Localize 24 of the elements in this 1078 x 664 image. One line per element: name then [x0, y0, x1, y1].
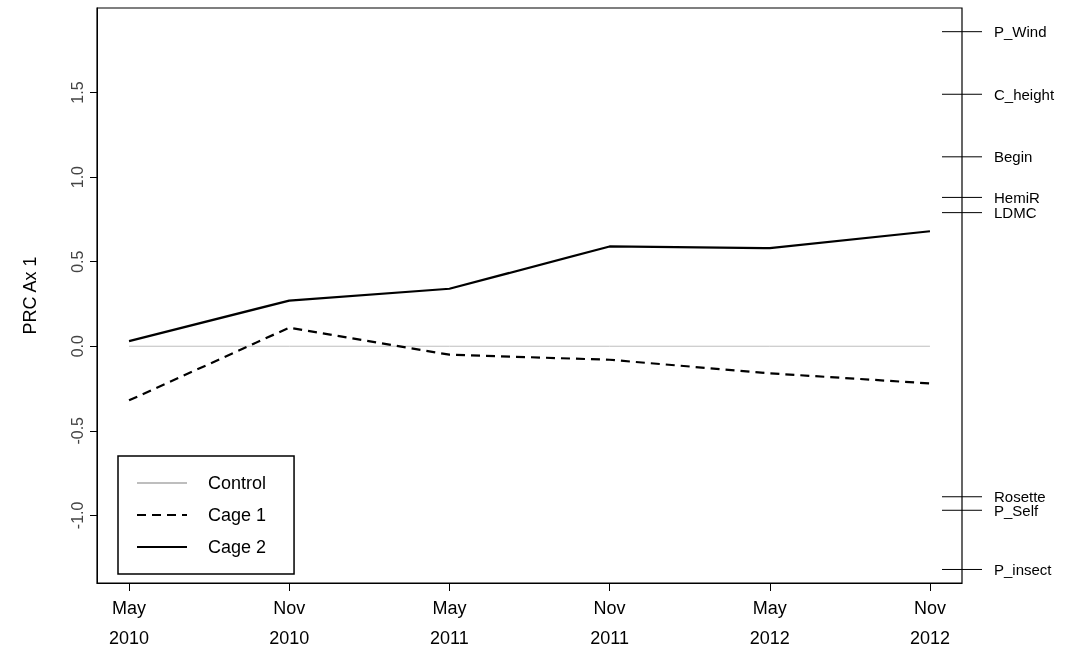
line-series [127, 230, 932, 343]
ref-line-label: Begin [994, 148, 1033, 166]
y-tick-label: 0.0 [68, 335, 86, 358]
ref-line-label: HemiR [994, 188, 1040, 206]
y-tick-label: -0.5 [68, 416, 86, 445]
y-tick-label: 0.5 [68, 250, 86, 273]
x-tick-label: May 2011 [430, 598, 469, 648]
x-tick-label: May 2012 [749, 598, 790, 648]
line-series [127, 326, 932, 402]
ref-line-label: C_height [994, 85, 1055, 103]
legend-label: Cage 2 [208, 537, 267, 557]
x-tick-label: Nov 2010 [269, 598, 310, 648]
y-tick-label: 1.5 [68, 81, 86, 104]
ref-line-label: LDMC [994, 204, 1037, 222]
x-tick-label: May 2010 [109, 598, 150, 648]
y-tick-label: 1.0 [68, 165, 86, 189]
legend-label: Cage 1 [208, 505, 267, 525]
ref-line-label: P_insect [994, 560, 1053, 578]
y-axis-title: PRC Ax 1 [20, 256, 40, 335]
x-tick-label: Nov 2011 [590, 598, 629, 648]
x-tick-label: Nov 2012 [909, 598, 950, 648]
ref-line-label: P_Wind [994, 23, 1047, 41]
legend-label: Control [208, 473, 267, 493]
y-tick-label: -1.0 [68, 501, 86, 530]
